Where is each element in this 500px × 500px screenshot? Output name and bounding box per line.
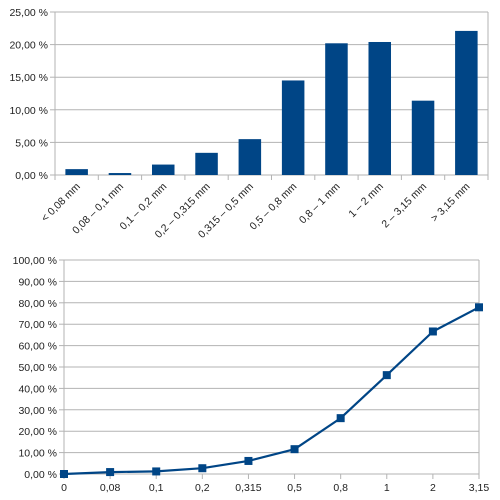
bar-x-tick-label: 0,5 – 0,8 mm [247, 180, 299, 232]
line-x-tick-label: 0,8 [333, 482, 348, 494]
bar-y-tick-label: 5,00 % [15, 137, 48, 149]
line-y-tick-label: 0,00 % [24, 469, 57, 481]
line-y-tick-label: 80,00 % [18, 298, 57, 310]
line-point-marker [382, 371, 391, 380]
line-point-marker [475, 303, 483, 312]
bar-x-tick-label: 0,8 – 1 mm [297, 180, 343, 226]
line-x-tick-label: 3,15 [469, 482, 490, 494]
line-point-marker [336, 414, 345, 423]
line-point-marker [290, 445, 299, 454]
bar [325, 43, 348, 175]
line-y-tick-label: 30,00 % [18, 405, 57, 417]
bar [108, 173, 132, 175]
line-x-tick-label: 1 [384, 482, 390, 494]
bar-x-tick-label: 2 – 3,15 mm [379, 180, 429, 230]
line-y-tick-label: 60,00 % [18, 341, 57, 353]
line-point-marker [428, 327, 437, 336]
line-x-tick-label: 0,315 [235, 482, 261, 494]
line-y-tick-label: 70,00 % [18, 319, 57, 331]
bar-chart: 0,00 % 5,00 % 10,00 % 15,00 % 20,00 % 25,00 %… [9, 7, 489, 241]
bar [411, 100, 435, 175]
line-x-tick-label: 0 [61, 482, 67, 494]
line-chart: 0,00 % 10,00 % 20,00 % 30,00 % 40,00 % 50,00 … [13, 255, 490, 494]
line-y-tick-label: 40,00 % [18, 383, 57, 395]
bar-y-tick-label: 20,00 % [9, 40, 48, 52]
line-x-tick-label: 0,5 [287, 482, 302, 494]
line-x-tick-label: 0,1 [149, 482, 164, 494]
line-series [63, 306, 480, 476]
line-point-marker [152, 467, 161, 476]
line-point-marker [60, 470, 68, 478]
line-point-marker [198, 464, 207, 473]
bar-y-tick-label: 10,00 % [9, 105, 48, 117]
bar [151, 164, 175, 175]
bar [195, 152, 218, 175]
line-y-tick-label: 20,00 % [18, 426, 57, 438]
bar [455, 30, 478, 175]
line-y-tick-label: 90,00 % [18, 276, 57, 288]
bar [65, 169, 88, 175]
line-y-tick-label: 10,00 % [18, 448, 57, 460]
line-y-tick-label: 100,00 % [13, 255, 57, 267]
bar [368, 41, 392, 175]
bar-x-tick-label: 1 – 2 mm [346, 180, 386, 220]
bar-x-tick-label: < 0,08 mm [39, 180, 83, 224]
bar-y-tick-label: 15,00 % [9, 72, 48, 84]
line-point-marker [244, 456, 253, 465]
line-x-tick-label: 0,2 [195, 482, 210, 494]
bar-x-tick-label: > 3,15 mm [429, 180, 473, 224]
line-x-tick-label: 0,08 [100, 482, 121, 494]
bar-y-tick-label: 0,00 % [15, 170, 48, 182]
line-x-tick-label: 2 [430, 482, 436, 494]
line-y-tick-label: 50,00 % [18, 362, 57, 374]
bar [281, 80, 305, 175]
line-point-marker [106, 468, 115, 477]
bar [238, 139, 262, 175]
bar-y-tick-label: 25,00 % [9, 7, 48, 19]
